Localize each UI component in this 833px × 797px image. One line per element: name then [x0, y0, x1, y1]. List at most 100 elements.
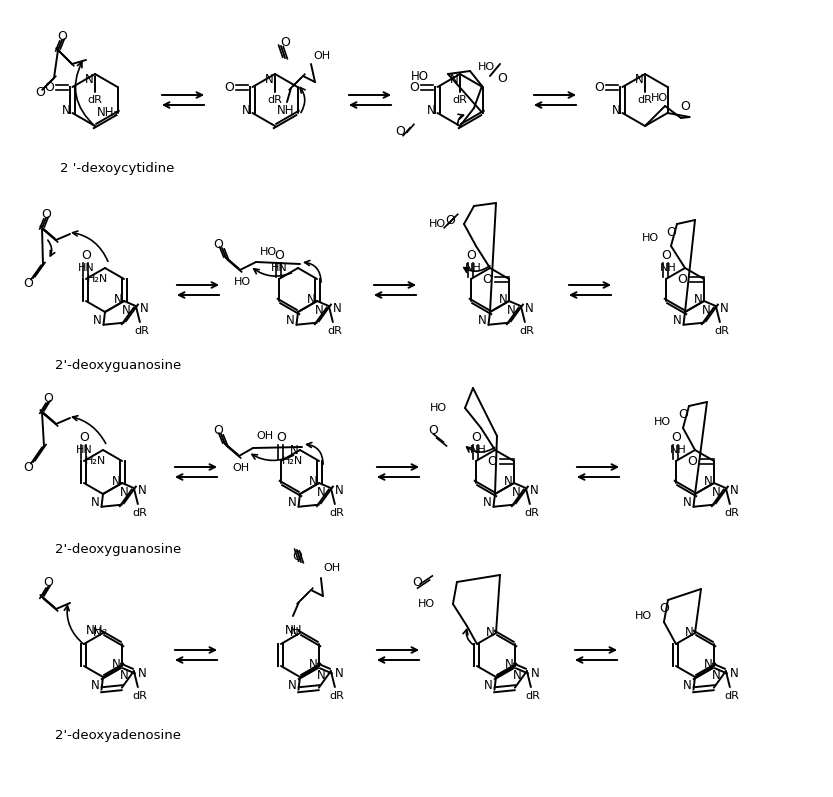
Text: N: N [499, 292, 507, 305]
Text: N: N [332, 301, 342, 315]
Text: N: N [730, 484, 738, 497]
Text: O: O [81, 249, 91, 261]
Text: O: O [35, 85, 45, 99]
Text: N: N [704, 658, 712, 670]
Text: N: N [288, 679, 297, 693]
Text: 2'-deoxyadenosine: 2'-deoxyadenosine [55, 728, 181, 741]
Text: O: O [225, 80, 234, 93]
Text: N: N [505, 658, 513, 670]
Text: N: N [486, 626, 494, 639]
Text: N: N [93, 314, 102, 328]
Text: N: N [612, 104, 621, 116]
Text: dR: dR [329, 508, 344, 518]
Text: N: N [704, 474, 712, 488]
Text: O: O [79, 430, 89, 443]
Text: O: O [466, 249, 476, 261]
Text: N: N [504, 474, 512, 488]
Text: 2'-deoxyguanosine: 2'-deoxyguanosine [55, 544, 182, 556]
Text: O: O [595, 80, 605, 93]
Text: O: O [471, 430, 481, 443]
Text: O: O [41, 207, 51, 221]
Text: N: N [701, 304, 711, 317]
Text: N: N [242, 104, 251, 116]
Text: O: O [659, 602, 669, 614]
Text: N: N [91, 679, 100, 693]
Text: dR: dR [725, 508, 740, 518]
Text: NH: NH [285, 623, 302, 637]
Text: N: N [512, 669, 521, 682]
Text: O: O [671, 430, 681, 443]
Text: NH: NH [661, 263, 677, 273]
Text: N: N [309, 658, 317, 670]
Text: N: N [685, 626, 693, 639]
Text: dR: dR [452, 95, 467, 105]
Text: N: N [711, 669, 721, 682]
Text: O: O [23, 277, 33, 289]
Text: HO: HO [642, 233, 659, 243]
Text: dR: dR [520, 326, 534, 336]
Text: HO: HO [429, 219, 446, 229]
Text: HO: HO [477, 62, 495, 72]
Text: N: N [484, 679, 493, 693]
Text: N: N [683, 679, 692, 693]
Text: N: N [317, 486, 325, 499]
Text: dR: dR [134, 326, 149, 336]
Text: HO: HO [260, 247, 277, 257]
Text: N: N [506, 304, 516, 317]
Text: N: N [119, 669, 128, 682]
Text: H₂N: H₂N [87, 274, 108, 284]
Text: O: O [410, 80, 420, 93]
Text: N: N [137, 666, 147, 680]
Text: HO: HO [430, 403, 447, 413]
Text: N: N [307, 292, 316, 305]
Text: O: O [43, 391, 53, 405]
Text: N: N [113, 292, 122, 305]
Text: N: N [91, 497, 100, 509]
Text: HO: HO [411, 69, 429, 83]
Text: N: N [450, 73, 458, 85]
Text: N: N [335, 666, 343, 680]
Text: O: O [276, 430, 286, 443]
Text: O: O [678, 407, 688, 421]
Text: N: N [112, 658, 121, 670]
Text: O: O [213, 423, 223, 437]
Text: O: O [680, 100, 690, 112]
Text: O: O [487, 454, 497, 468]
Text: N: N [288, 497, 297, 509]
Text: HN: HN [77, 445, 93, 455]
Text: N: N [730, 666, 738, 680]
Text: HO: HO [654, 417, 671, 427]
Text: H₂N: H₂N [282, 456, 303, 466]
Text: N: N [286, 314, 295, 328]
Text: N: N [530, 484, 538, 497]
Text: N: N [335, 484, 343, 497]
Text: N: N [525, 301, 533, 315]
Text: O: O [292, 549, 302, 563]
Text: N: N [92, 626, 102, 639]
Text: N: N [112, 474, 121, 488]
Text: N: N [483, 497, 491, 509]
Text: H₂N: H₂N [85, 456, 106, 466]
Text: OH: OH [313, 51, 330, 61]
Text: O: O [412, 575, 421, 588]
Text: dR: dR [526, 691, 541, 701]
Text: O: O [677, 273, 687, 285]
Text: N: N [265, 73, 273, 85]
Text: N: N [119, 486, 128, 499]
Text: 2 '-dexoycytidine: 2 '-dexoycytidine [60, 162, 174, 175]
Text: NH: NH [471, 445, 487, 455]
Text: N: N [694, 292, 702, 305]
Text: N: N [85, 73, 93, 85]
Text: dR: dR [715, 326, 730, 336]
Text: N: N [683, 497, 692, 509]
Text: O: O [395, 124, 405, 138]
Text: O: O [44, 80, 54, 93]
Text: N: N [427, 104, 436, 116]
Text: dR: dR [525, 508, 539, 518]
Text: N: N [478, 314, 486, 328]
Text: N: N [290, 443, 298, 457]
Text: O: O [213, 238, 223, 250]
Text: O: O [661, 249, 671, 261]
Text: N: N [290, 626, 298, 639]
Text: N: N [673, 314, 682, 328]
